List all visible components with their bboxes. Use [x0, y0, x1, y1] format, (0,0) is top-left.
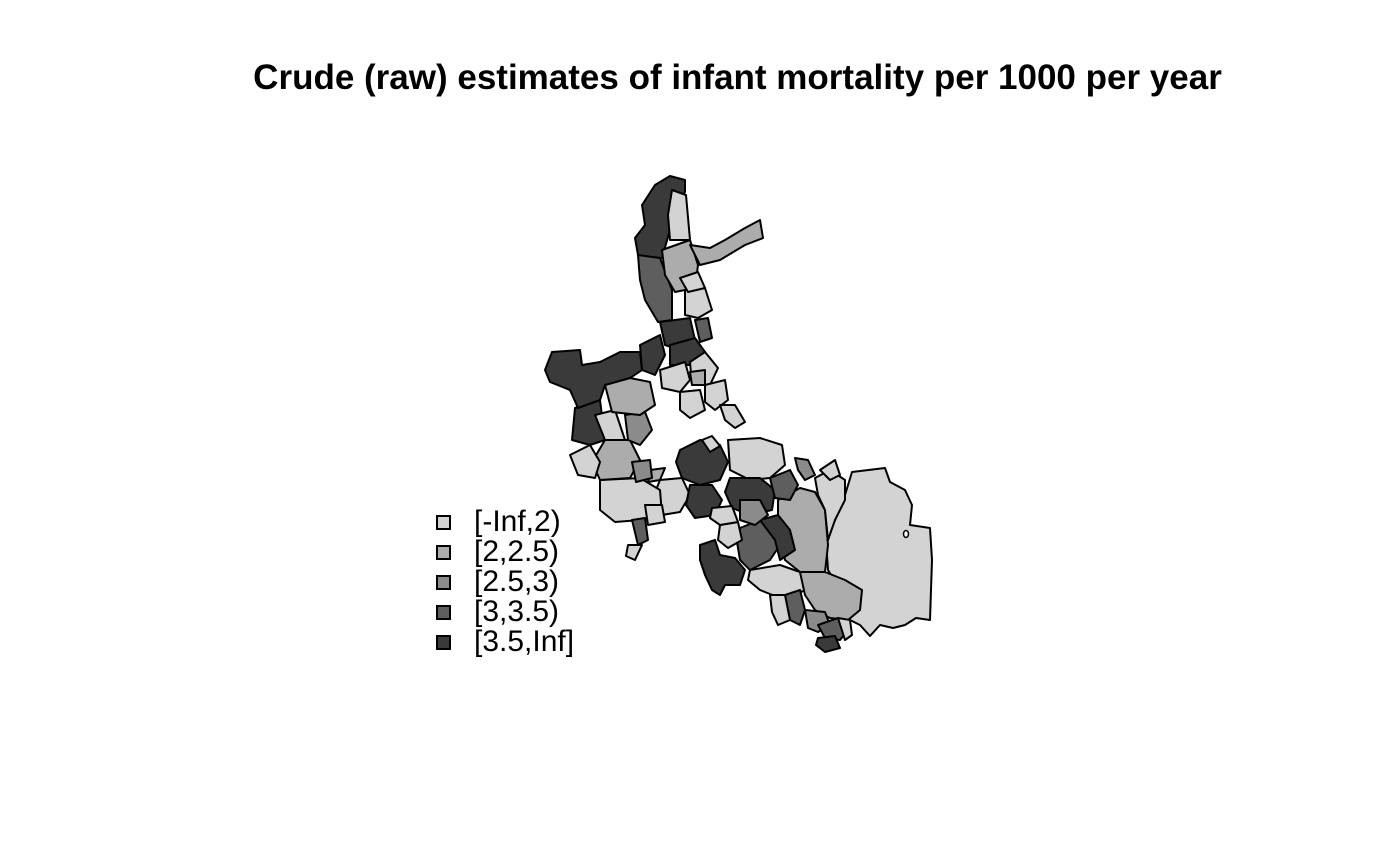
- map-region[interactable]: [769, 469, 799, 501]
- map-region[interactable]: [679, 389, 706, 419]
- legend-swatch: [436, 604, 451, 620]
- legend-label: [3,3.5): [474, 595, 560, 628]
- map-region[interactable]: [794, 457, 816, 481]
- map-region[interactable]: [701, 435, 721, 453]
- map-region[interactable]: [639, 334, 666, 376]
- map-region[interactable]: [727, 437, 786, 481]
- map-region[interactable]: [719, 404, 746, 429]
- map-region[interactable]: [544, 349, 643, 409]
- map-region[interactable]: [625, 544, 643, 561]
- legend-item: [2,2.5): [436, 537, 574, 567]
- map-region[interactable]: [631, 459, 653, 483]
- legend-item: [2.5,3): [436, 567, 574, 597]
- legend: [-Inf,2) [2,2.5) [2.5,3) [3,3.5) [3.5,In…: [436, 507, 574, 657]
- legend-label: [3.5,Inf]: [474, 625, 575, 658]
- map-region[interactable]: [759, 514, 796, 561]
- map-region[interactable]: [799, 571, 863, 621]
- legend-label: [2,2.5): [474, 535, 560, 568]
- map-region[interactable]: [631, 517, 649, 546]
- map-region[interactable]: [644, 504, 666, 526]
- legend-label: [2.5,3): [474, 565, 560, 598]
- map-region[interactable]: [837, 617, 853, 641]
- legend-swatch: [436, 514, 451, 530]
- map-region[interactable]: [739, 499, 769, 526]
- map-region[interactable]: [679, 271, 706, 293]
- legend-swatch: [436, 634, 451, 650]
- legend-item: [3,3.5): [436, 597, 574, 627]
- lake: [902, 529, 910, 539]
- map-region[interactable]: [819, 459, 841, 481]
- map-region[interactable]: [709, 505, 739, 526]
- page-title: Crude (raw) estimates of infant mortalit…: [253, 58, 1222, 97]
- legend-swatch: [436, 574, 451, 590]
- legend-item: [3.5,Inf]: [436, 627, 574, 657]
- map-region[interactable]: [667, 189, 691, 241]
- map-region[interactable]: [624, 411, 653, 446]
- map-region[interactable]: [694, 317, 713, 343]
- map-region[interactable]: [569, 444, 601, 479]
- legend-label: [-Inf,2): [474, 505, 561, 538]
- map-region[interactable]: [594, 409, 626, 441]
- map-region[interactable]: [659, 361, 691, 393]
- map-region[interactable]: [689, 219, 764, 266]
- map-regions: [544, 175, 933, 653]
- map-region[interactable]: [689, 369, 706, 386]
- map-region[interactable]: [815, 635, 841, 653]
- legend-swatch: [436, 544, 451, 560]
- map-region[interactable]: [769, 594, 791, 626]
- map-region[interactable]: [699, 539, 746, 596]
- legend-item: [-Inf,2): [436, 507, 574, 537]
